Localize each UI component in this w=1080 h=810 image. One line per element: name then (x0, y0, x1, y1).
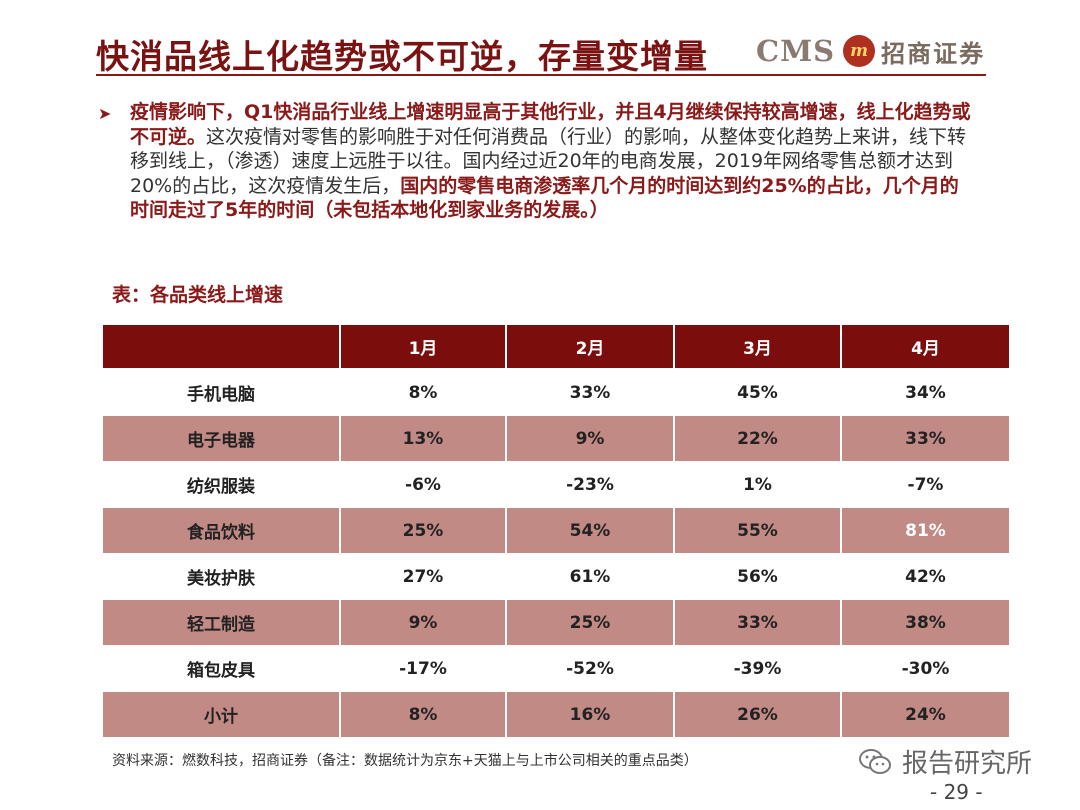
table-cell: 24% (842, 692, 1009, 737)
row-label: 手机电脑 (103, 370, 341, 415)
header-cell: 4月 (842, 325, 1009, 368)
row-label: 纺织服装 (103, 462, 341, 507)
slide-title: 快消品线上化趋势或不可逆，存量变增量 (96, 37, 708, 76)
table-cell: 9% (341, 600, 507, 645)
logo-cms-text: CMS (756, 34, 836, 68)
wechat-icon (859, 748, 891, 774)
table-row-subtotal: 小计 8% 16% 26% 24% (103, 691, 1009, 738)
table-cell: 54% (507, 508, 675, 553)
table-row: 纺织服装 -6% -23% 1% -7% (103, 462, 1009, 507)
table-cell: 33% (507, 370, 675, 415)
page-number: - 29 - (930, 780, 983, 804)
table-cell: 16% (507, 692, 675, 737)
source-note: 资料来源：燃数科技，招商证券（备注：数据统计为京东+天猫上与上市公司相关的重点品… (112, 753, 698, 769)
table-cell: 25% (341, 508, 507, 553)
table-cell: 61% (507, 554, 675, 599)
bullet-arrow-icon: ➤ (98, 104, 112, 123)
table-cell: -39% (675, 646, 842, 691)
header-cell: 1月 (341, 325, 507, 368)
table-row: 箱包皮具 -17% -52% -39% -30% (103, 646, 1009, 691)
logo-company-name: 招商证券 (881, 38, 986, 68)
row-label: 美妆护肤 (103, 554, 341, 599)
table-cell: 8% (341, 370, 507, 415)
table-row: 轻工制造 9% 25% 33% 38% (103, 599, 1009, 646)
table-cell: -23% (507, 462, 675, 507)
table-header-row: 1月 2月 3月 4月 (103, 325, 1009, 368)
table-cell: -17% (341, 646, 507, 691)
watermark-text: 报告研究所 (902, 749, 1033, 779)
highlight-text-1: 疫情影响下，Q1快消品行业线上增速明显高于其他行业，并且4月继续保持较高增速，线… (130, 101, 971, 148)
table-cell: 27% (341, 554, 507, 599)
watermark: 报告研究所 (858, 743, 1032, 780)
table-cell: 1% (675, 462, 842, 507)
table-cell: 38% (842, 600, 1009, 645)
table-cell: 9% (507, 416, 675, 461)
table-cell: 55% (675, 508, 842, 553)
table-row: 电子电器 13% 9% 22% 33% (103, 415, 1009, 462)
body-text: 这次疫情对零售的影响胜于对任何消费品（行业）的影响，从整体变化趋势上来讲，线下转… (130, 125, 967, 197)
row-label: 轻工制造 (103, 600, 341, 645)
table-cell: 33% (842, 416, 1009, 461)
title-underline (96, 74, 986, 76)
table-cell: 26% (675, 692, 842, 737)
table-cell: 33% (675, 600, 842, 645)
table-caption: 表：各品类线上增速 (112, 284, 284, 306)
header-cell: 3月 (675, 325, 842, 368)
table-cell: 56% (675, 554, 842, 599)
table-cell: 8% (341, 692, 507, 737)
table-cell: 34% (842, 370, 1009, 415)
row-label: 小计 (103, 692, 341, 737)
table-cell-highlight: 81% (842, 508, 1009, 553)
bullet-paragraph: 疫情影响下，Q1快消品行业线上增速明显高于其他行业，并且4月继续保持较高增速，线… (130, 100, 975, 223)
highlight-text-2: 国内的零售电商渗透率几个月的时间达到约25%的占比，几个月的时间走过了5年的时间… (130, 174, 959, 222)
table-cell: 25% (507, 600, 675, 645)
table-row: 手机电脑 8% 33% 45% 34% (103, 370, 1009, 415)
table-cell: 22% (675, 416, 842, 461)
header-cell (103, 325, 341, 368)
table-cell: -30% (842, 646, 1009, 691)
row-label: 箱包皮具 (103, 646, 341, 691)
table-cell: -6% (341, 462, 507, 507)
row-label: 食品饮料 (103, 508, 341, 553)
table-row: 美妆护肤 27% 61% 56% 42% (103, 554, 1009, 599)
header-cell: 2月 (507, 325, 675, 368)
table-cell: -7% (842, 462, 1009, 507)
cms-logo: CMS m 招商证券 (756, 31, 985, 71)
growth-table: 1月 2月 3月 4月 手机电脑 8% 33% 45% 34% 电子电器 13%… (103, 325, 1009, 738)
table-cell: 42% (842, 554, 1009, 599)
table-cell: 13% (341, 416, 507, 461)
table-cell: 45% (675, 370, 842, 415)
logo-mark-icon: m (843, 35, 876, 67)
row-label: 电子电器 (103, 416, 341, 461)
table-row: 食品饮料 25% 54% 55% 81% (103, 507, 1009, 554)
table-cell: -52% (507, 646, 675, 691)
